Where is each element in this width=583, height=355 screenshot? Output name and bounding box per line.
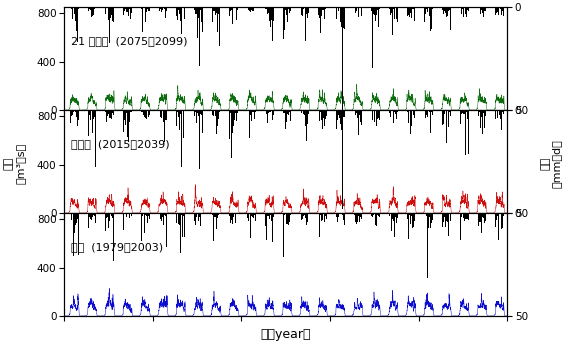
X-axis label: 年（year）: 年（year）	[261, 328, 311, 342]
Text: 雨量
（mm／d）: 雨量 （mm／d）	[540, 139, 562, 188]
Text: 近未来  (2015～2039): 近未来 (2015～2039)	[71, 139, 170, 149]
Text: 21 世紀末  (2075～2099): 21 世紀末 (2075～2099)	[71, 36, 187, 46]
Text: 現在  (1979～2003): 現在 (1979～2003)	[71, 242, 163, 252]
Text: 流量
（m³／s）: 流量 （m³／s）	[3, 143, 26, 184]
